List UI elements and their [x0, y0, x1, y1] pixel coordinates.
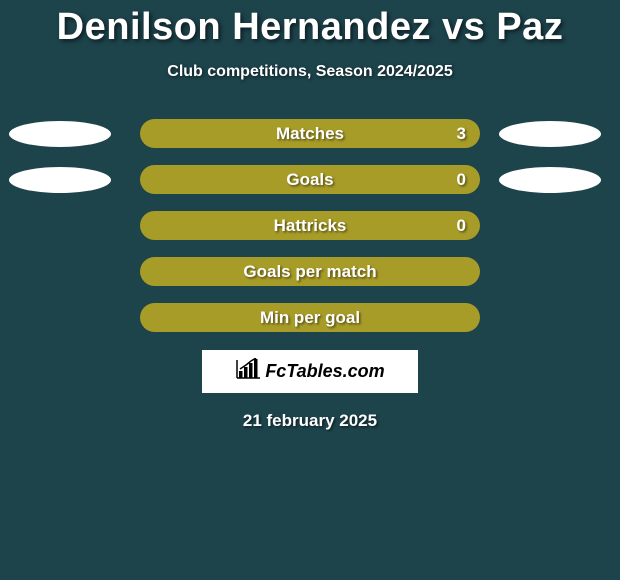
stat-row-matches: Matches 3: [0, 119, 620, 148]
brand-logo: FcTables.com: [235, 358, 384, 385]
stats-rows: Matches 3 Goals 0 Hattricks 0 Goals per …: [0, 119, 620, 332]
stat-label: Goals per match: [243, 262, 376, 282]
stat-row-hattricks: Hattricks 0: [0, 211, 620, 240]
stats-comparison-card: Denilson Hernandez vs Paz Club competiti…: [0, 0, 620, 580]
stat-value: 3: [457, 124, 466, 144]
stat-bar: Min per goal: [140, 303, 480, 332]
stat-row-min-per-goal: Min per goal: [0, 303, 620, 332]
stat-value: 0: [457, 216, 466, 236]
left-marker-ellipse: [9, 167, 111, 193]
stat-bar: Goals per match: [140, 257, 480, 286]
brand-text-fc: FcTables.com: [265, 361, 384, 381]
stat-label: Matches: [276, 124, 344, 144]
right-marker-ellipse: [499, 121, 601, 147]
stat-label: Goals: [286, 170, 333, 190]
stat-bar: Matches 3: [140, 119, 480, 148]
bar-chart-icon: [235, 358, 261, 385]
stat-value: 0: [457, 170, 466, 190]
stat-label: Hattricks: [274, 216, 347, 236]
right-marker-ellipse: [499, 167, 601, 193]
brand-text: FcTables.com: [265, 361, 384, 382]
date-text: 21 february 2025: [0, 411, 620, 431]
stat-row-goals-per-match: Goals per match: [0, 257, 620, 286]
page-title: Denilson Hernandez vs Paz: [0, 0, 620, 49]
stat-bar: Goals 0: [140, 165, 480, 194]
stat-bar: Hattricks 0: [140, 211, 480, 240]
brand-logo-box: FcTables.com: [202, 350, 418, 393]
left-marker-ellipse: [9, 121, 111, 147]
stat-label: Min per goal: [260, 308, 360, 328]
stat-row-goals: Goals 0: [0, 165, 620, 194]
subtitle: Club competitions, Season 2024/2025: [0, 63, 620, 81]
